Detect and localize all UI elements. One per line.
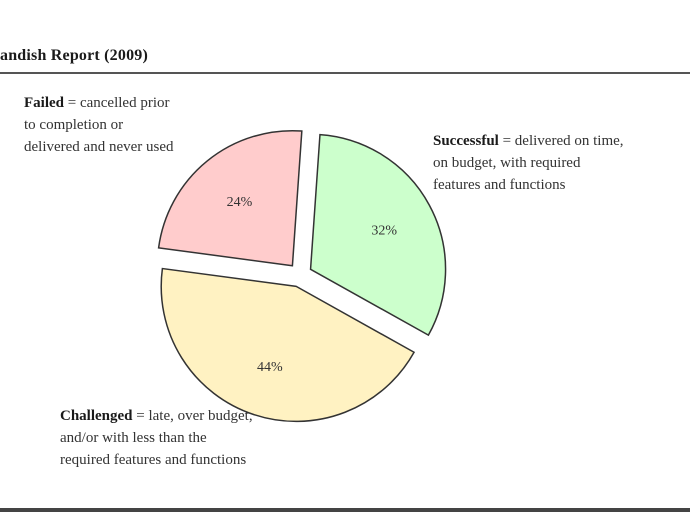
pie-slice-failed (157, 129, 303, 267)
challenged-annotation: Challenged = late, over budget, and/or w… (60, 405, 253, 471)
slice-label-successful: 32% (371, 223, 397, 238)
slice-label-challenged: 44% (257, 360, 283, 375)
successful-line-2: on budget, with required (433, 155, 581, 171)
failed-line-2: to completion or (24, 117, 124, 133)
successful-line-1: = delivered on time, (502, 133, 624, 149)
report-title: andish Report (2009) (0, 47, 149, 64)
footer-border (0, 508, 690, 512)
successful-line-3: features and functions (433, 177, 566, 193)
header-divider (0, 72, 690, 74)
challenged-line-3: required features and functions (60, 452, 247, 468)
challenged-line-1: = late, over budget, (136, 408, 253, 424)
slice-label-failed: 24% (227, 195, 253, 210)
challenged-term: Challenged (60, 408, 133, 424)
failed-term: Failed (24, 95, 64, 111)
failed-line-1: = cancelled prior (67, 95, 170, 111)
pie-slice-challenged (160, 267, 416, 423)
challenged-line-2: and/or with less than the (60, 430, 207, 446)
successful-annotation: Successful = delivered on time, on budge… (433, 130, 624, 196)
successful-term: Successful (433, 133, 499, 149)
failed-annotation: Failed = cancelled prior to completion o… (24, 92, 174, 158)
pie-slice-successful (309, 133, 447, 337)
failed-line-3: delivered and never used (24, 139, 174, 155)
